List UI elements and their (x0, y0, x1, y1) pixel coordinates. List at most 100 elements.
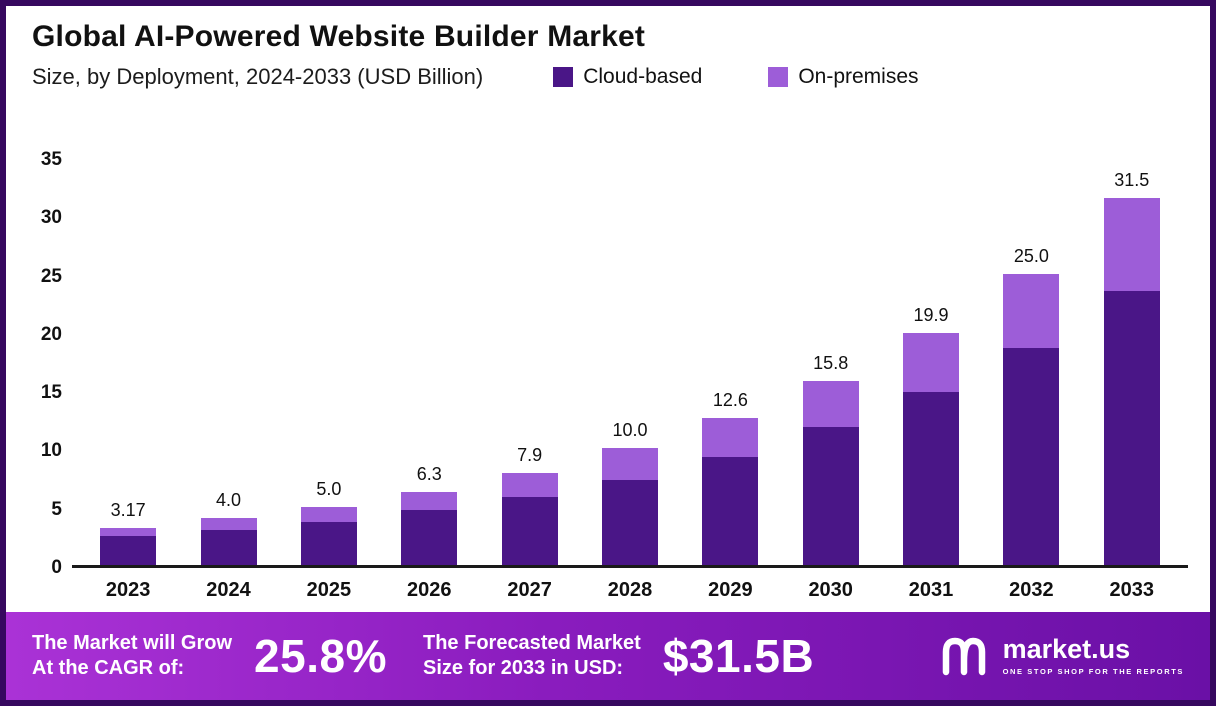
y-tick-35: 35 (40, 149, 62, 170)
bar-group-2027: 7.9 (479, 128, 579, 565)
chart-title: Global AI-Powered Website Builder Market (32, 20, 646, 53)
bar-value-label-2033: 31.5 (1114, 169, 1150, 190)
bar-value-label-2023: 3.17 (110, 500, 146, 521)
bar-group-2025: 5.0 (279, 128, 379, 565)
cagr-label-line1: The Market will Grow (32, 632, 233, 654)
bar-stack-2028[interactable] (601, 448, 658, 565)
legend-swatch-cloud-icon (553, 67, 574, 87)
bar-stack-2033[interactable] (1103, 197, 1160, 565)
x-axis-label-2032: 2032 (1009, 578, 1054, 601)
bar-group-2023: 3.17 (78, 128, 178, 565)
footer-banner: The Market will Grow At the CAGR of: 25.… (6, 612, 1210, 700)
bar-value-label-2025: 5.0 (316, 478, 342, 499)
bar-stack-2025[interactable] (300, 506, 357, 565)
bar-segment-cloud-based-2027[interactable] (501, 497, 558, 565)
x-axis-label-2028: 2028 (607, 578, 653, 601)
y-axis: 0 5 10 15 20 25 30 35 (20, 128, 72, 578)
cagr-value: 25.8% (254, 630, 387, 682)
x-axis-label-2031: 2031 (908, 578, 954, 601)
bar-group-2031: 19.9 (881, 128, 981, 565)
bar-group-2032: 25.0 (981, 128, 1081, 565)
x-axis: 2023 2024 2025 2026 2027 2028 2029 2030 2031 2032… (72, 568, 1188, 612)
x-axis-label-2024: 2024 (206, 578, 251, 601)
legend: Cloud-based On-premises (553, 65, 919, 89)
bar-segment-on-premises-2025[interactable] (300, 506, 357, 522)
plot-area: 3.17 4.0 5.0 6.3 7.9 10.0 12.6 15.8 19.9 25.0 31.5 (72, 128, 1188, 568)
bar-value-label-2024: 4.0 (216, 490, 242, 511)
bar-value-label-2031: 19.9 (913, 305, 949, 326)
bar-segment-cloud-based-2032[interactable] (1003, 348, 1060, 565)
bar-stack-2029[interactable] (702, 418, 759, 565)
x-axis-label-2027: 2027 (507, 578, 552, 601)
bar-stack-2030[interactable] (802, 380, 859, 565)
bar-value-label-2029: 12.6 (712, 390, 748, 411)
forecast-label-line2: Size for 2033 in USD: (422, 657, 624, 679)
y-tick-30: 30 (40, 207, 62, 229)
subtitle-row: Size, by Deployment, 2024-2033 (USD Bill… (32, 64, 1184, 90)
cagr-label: The Market will Grow At the CAGR of: (32, 631, 232, 681)
bar-value-label-2027: 7.9 (517, 444, 543, 465)
brand-logo: market.us ONE STOP SHOP FOR THE REPORTS (939, 633, 1184, 679)
bar-value-label-2032: 25.0 (1013, 245, 1049, 266)
bar-segment-on-premises-2024[interactable] (200, 518, 257, 531)
bar-value-label-2028: 10.0 (612, 420, 648, 441)
chart-area: 0 5 10 15 20 25 30 35 3.17 4.0 5.0 6.3 7.9 10.0 12.6 1… (6, 90, 1210, 612)
bar-segment-on-premises-2030[interactable] (802, 380, 859, 428)
bar-stack-2024[interactable] (200, 518, 257, 565)
x-axis-label-2023: 2023 (105, 578, 151, 601)
bar-group-2028: 10.0 (580, 128, 680, 565)
x-axis-label-2029: 2029 (708, 578, 753, 601)
bar-group-2026: 6.3 (379, 128, 479, 565)
brand-name: market.us (1002, 634, 1131, 664)
x-axis-label-2033: 2033 (1109, 578, 1155, 601)
legend-label-onprem: On-premises (798, 65, 919, 88)
bar-segment-on-premises-2023[interactable] (100, 528, 157, 536)
bar-segment-on-premises-2027[interactable] (501, 472, 558, 498)
y-tick-20: 20 (40, 323, 62, 345)
legend-swatch-onprem-icon (768, 67, 789, 87)
bar-segment-cloud-based-2031[interactable] (903, 392, 960, 565)
bar-segment-on-premises-2026[interactable] (401, 491, 458, 511)
market-us-logo-icon (942, 637, 985, 676)
cagr-label-line2: At the CAGR of: (32, 657, 185, 679)
bar-group-2024: 4.0 (178, 128, 278, 565)
brand-tagline: ONE STOP SHOP FOR THE REPORTS (1002, 667, 1184, 676)
y-tick-10: 10 (40, 440, 62, 462)
forecast-label-line1: The Forecasted Market (422, 632, 641, 654)
bar-segment-on-premises-2028[interactable] (601, 448, 658, 480)
y-tick-0: 0 (51, 557, 62, 578)
bar-segment-cloud-based-2026[interactable] (401, 510, 458, 565)
bar-segment-cloud-based-2029[interactable] (702, 456, 759, 565)
bar-segment-on-premises-2033[interactable] (1103, 197, 1160, 292)
bar-value-label-2030: 15.8 (813, 352, 849, 373)
bar-segment-cloud-based-2024[interactable] (200, 530, 257, 565)
bar-segment-on-premises-2031[interactable] (903, 333, 960, 393)
bar-segment-cloud-based-2033[interactable] (1103, 291, 1160, 565)
bar-segment-cloud-based-2023[interactable] (100, 535, 157, 565)
y-tick-25: 25 (40, 265, 62, 287)
y-tick-5: 5 (51, 498, 62, 520)
forecast-label: The Forecasted Market Size for 2033 in U… (423, 631, 641, 681)
legend-item-on-premises: On-premises (768, 65, 919, 89)
bar-stack-2027[interactable] (501, 472, 558, 565)
bar-segment-on-premises-2032[interactable] (1003, 273, 1060, 349)
legend-label-cloud: Cloud-based (583, 65, 703, 88)
x-axis-label-2025: 2025 (306, 578, 352, 601)
bar-stack-2023[interactable] (100, 528, 157, 565)
bar-stack-2032[interactable] (1003, 273, 1060, 565)
bar-group-2029: 12.6 (680, 128, 780, 565)
bar-segment-on-premises-2029[interactable] (702, 418, 759, 457)
bar-segment-cloud-based-2030[interactable] (802, 427, 859, 565)
chart-subtitle: Size, by Deployment, 2024-2033 (USD Bill… (32, 64, 484, 89)
chart-main: 0 5 10 15 20 25 30 35 3.17 4.0 5.0 6.3 7.9 10.0 12.6 1… (20, 100, 1188, 578)
legend-item-cloud-based: Cloud-based (553, 65, 702, 89)
bar-group-2033: 31.5 (1082, 128, 1182, 565)
bar-value-label-2026: 6.3 (416, 463, 442, 484)
bar-stack-2031[interactable] (903, 333, 960, 565)
brand-text: market.us ONE STOP SHOP FOR THE REPORTS (1002, 634, 1184, 677)
bar-segment-cloud-based-2025[interactable] (300, 521, 357, 565)
bar-segment-cloud-based-2028[interactable] (601, 479, 658, 565)
forecast-value: $31.5B (662, 630, 815, 682)
bar-stack-2026[interactable] (401, 491, 458, 565)
